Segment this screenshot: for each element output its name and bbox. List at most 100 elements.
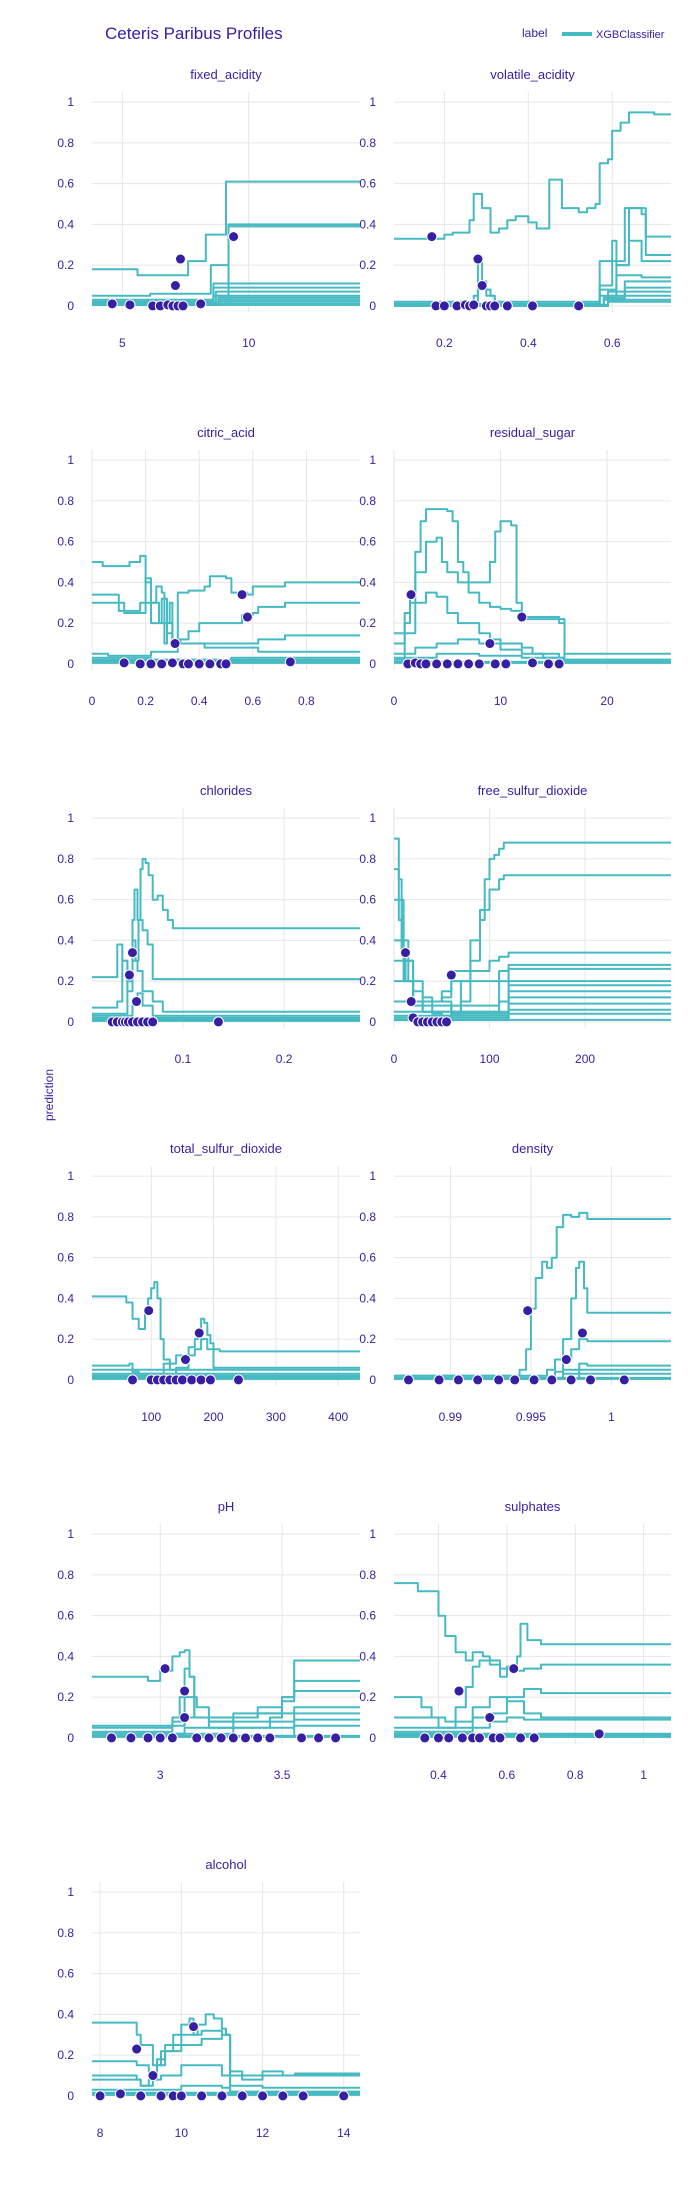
y-tick-label: 0.6 <box>57 1251 74 1265</box>
observation-point <box>453 1685 465 1697</box>
observation-point <box>405 996 417 1008</box>
x-tick-label: 0 <box>89 694 96 708</box>
subplot-title: total_sulfur_dioxide <box>170 1141 282 1156</box>
x-tick-label: 1 <box>608 1410 615 1424</box>
x-tick-label: 8 <box>97 2126 104 2140</box>
y-tick-label: 0.6 <box>57 1609 74 1623</box>
x-tick-label: 100 <box>480 1052 500 1066</box>
observation-point <box>338 2090 350 2102</box>
y-tick-label: 0.6 <box>57 893 74 907</box>
observation-point <box>476 280 488 292</box>
y-tick-label: 0.4 <box>359 575 376 589</box>
y-tick-label: 0.4 <box>359 1291 376 1305</box>
observation-point <box>179 1685 191 1697</box>
observation-point <box>195 1374 207 1386</box>
observation-point <box>159 1663 171 1675</box>
panel-pH: 0 0.2 0.4 0.6 0.8 1 3 3.5 pH <box>57 1499 360 1782</box>
profile-line <box>92 857 360 1009</box>
observation-point <box>236 2090 248 2102</box>
profile-line <box>92 180 360 277</box>
observation-point <box>445 969 457 981</box>
profile-lines <box>92 857 360 1022</box>
y-tick-label: 0 <box>369 299 376 313</box>
observation-point <box>443 1732 455 1744</box>
observation-point <box>528 1374 540 1386</box>
observation-point <box>216 2090 228 2102</box>
x-tick-label: 0.6 <box>244 694 261 708</box>
x-tick-label: 0.1 <box>175 1052 192 1066</box>
observation-point <box>125 1732 137 1744</box>
x-tick-label: 0 <box>391 694 398 708</box>
y-tick-label: 1 <box>67 811 74 825</box>
observation-point <box>105 1732 117 1744</box>
profile-lines <box>92 554 360 664</box>
observation-point <box>441 1016 453 1028</box>
observation-point <box>127 1374 139 1386</box>
y-tick-label: 0.2 <box>359 1332 376 1346</box>
subplot-title: free_sulfur_dioxide <box>478 783 588 798</box>
observation-point <box>191 1732 203 1744</box>
profile-lines <box>394 111 671 307</box>
observation-point <box>438 300 450 312</box>
observation-point <box>493 1374 505 1386</box>
observation-point <box>565 1374 577 1386</box>
y-tick-label: 0.8 <box>57 494 74 508</box>
observation-point <box>473 1732 485 1744</box>
profile-line <box>394 837 671 1017</box>
legend[interactable]: label XGBClassifier <box>522 26 665 41</box>
observation-point <box>500 658 512 670</box>
x-tick-label: 3 <box>157 1768 164 1782</box>
x-tick-label: 0.6 <box>604 336 621 350</box>
observation-point <box>175 2090 187 2102</box>
observation-point <box>277 2090 289 2102</box>
observation-point <box>528 1732 540 1744</box>
y-axis-label: prediction <box>42 1069 56 1121</box>
observation-point <box>179 1354 191 1366</box>
observation-point <box>508 1663 520 1675</box>
observation-point <box>177 300 189 312</box>
observation-point <box>166 1732 178 1744</box>
profile-line <box>394 1582 671 1678</box>
profile-line <box>394 239 671 305</box>
x-tick-label: 0.2 <box>436 336 453 350</box>
y-tick-label: 0.6 <box>359 535 376 549</box>
observation-point <box>297 2090 309 2102</box>
y-tick-label: 0.6 <box>359 177 376 191</box>
observation-point <box>179 1712 191 1724</box>
y-tick-label: 0.8 <box>359 494 376 508</box>
observation-point <box>494 1732 506 1744</box>
y-tick-label: 1 <box>67 95 74 109</box>
profile-line <box>394 591 671 661</box>
observation-point <box>484 1712 496 1724</box>
y-tick-label: 0 <box>67 657 74 671</box>
observation-point <box>573 300 585 312</box>
observation-point <box>94 2090 106 2102</box>
y-tick-label: 1 <box>369 811 376 825</box>
profile-line <box>92 959 360 1015</box>
observation-point <box>501 300 513 312</box>
panel-alcohol: 0 0.2 0.4 0.6 0.8 1 8 10 12 14 alcohol <box>57 1857 360 2140</box>
y-tick-label: 0.8 <box>359 852 376 866</box>
y-tick-label: 0.8 <box>57 1210 74 1224</box>
observation-point <box>118 657 130 669</box>
observation-point <box>188 2021 200 2033</box>
x-tick-label: 400 <box>328 1410 348 1424</box>
observation-point <box>473 658 485 670</box>
observation-point <box>241 611 253 623</box>
profile-line <box>92 577 360 645</box>
legend-entry-xgbclassifier[interactable]: XGBClassifier <box>596 29 665 41</box>
observation-point <box>264 1732 276 1744</box>
observation-point <box>212 1016 224 1028</box>
observation-point <box>169 280 181 292</box>
observation-point <box>182 658 194 670</box>
profile-line <box>92 1718 360 1735</box>
observation-point <box>228 231 240 243</box>
observation-point <box>426 231 438 243</box>
x-tick-label: 0.8 <box>298 694 315 708</box>
panel-chlorides: 0 0.2 0.4 0.6 0.8 1 0.1 0.2 chlorides <box>57 783 360 1066</box>
observation-point <box>114 2088 126 2100</box>
profile-line <box>394 939 671 1003</box>
profile-line <box>394 898 671 1003</box>
x-tick-label: 0.99 <box>439 1410 463 1424</box>
